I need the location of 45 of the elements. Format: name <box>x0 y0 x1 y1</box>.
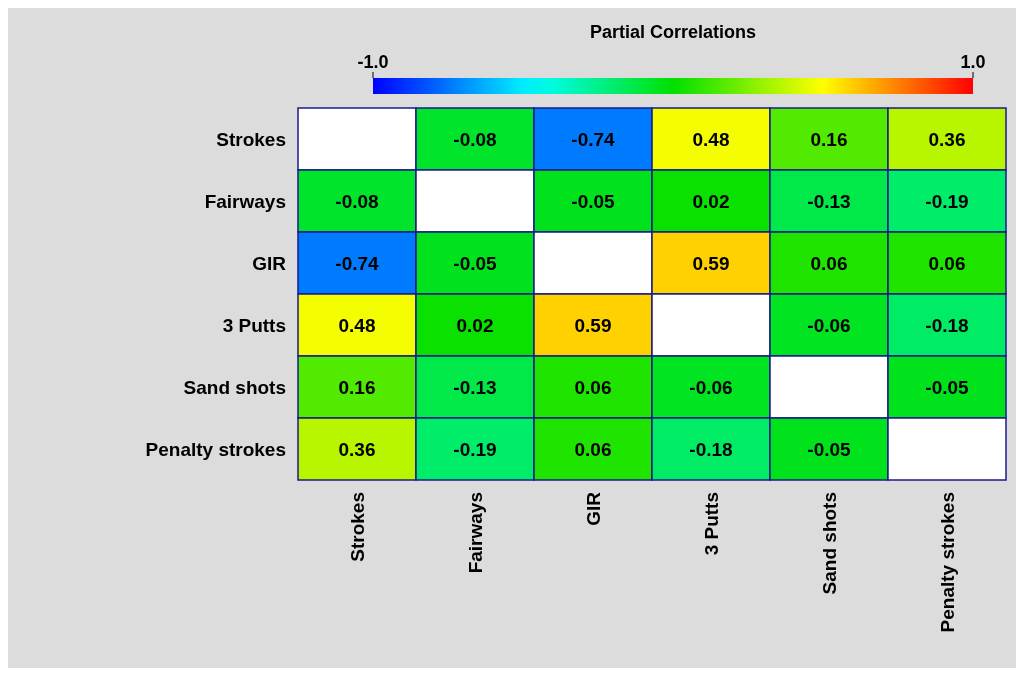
data-label: -0.05 <box>453 253 498 274</box>
y-tick-label: GIR <box>252 253 287 274</box>
data-label: -0.05 <box>807 439 852 460</box>
y-tick-label: 3 Putts <box>222 315 286 336</box>
data-label: 0.48 <box>338 315 376 336</box>
color-bar-label: 1.0 <box>960 52 986 72</box>
data-label: -0.05 <box>571 191 616 212</box>
data-label: -0.06 <box>807 315 851 336</box>
data-label: 0.02 <box>456 315 494 336</box>
data-label: 0.02 <box>692 191 730 212</box>
data-label: -0.18 <box>689 439 733 460</box>
data-label: -0.06 <box>689 377 733 398</box>
data-label: 0.06 <box>574 439 612 460</box>
data-label: 0.16 <box>338 377 376 398</box>
x-tick-label: GIR <box>583 491 604 526</box>
data-label: -0.08 <box>335 191 379 212</box>
data-label: 0.16 <box>810 129 848 150</box>
x-tick-label: Strokes <box>347 492 368 562</box>
data-label: 0.59 <box>692 253 730 274</box>
data-label: 0.06 <box>810 253 848 274</box>
data-label: -0.19 <box>453 439 497 460</box>
data-label: 0.06 <box>928 253 966 274</box>
y-tick-label: Strokes <box>216 129 286 150</box>
data-label: 0.59 <box>574 315 612 336</box>
x-tick-label: Fairways <box>465 492 486 574</box>
y-tick-label: Fairways <box>204 191 286 212</box>
data-label: 0.48 <box>692 129 730 150</box>
data-label: -0.05 <box>925 377 970 398</box>
data-label: -0.13 <box>807 191 851 212</box>
chart-title: Partial Correlations <box>589 22 757 42</box>
data-label: 0.36 <box>338 439 376 460</box>
data-label: -0.74 <box>335 253 380 274</box>
color-bar-label: -1.0 <box>357 52 389 72</box>
data-label: -0.19 <box>925 191 969 212</box>
y-tick-label: Penalty strokes <box>145 439 286 460</box>
data-label: 0.06 <box>574 377 612 398</box>
data-label: -0.74 <box>571 129 616 150</box>
data-label: 0.36 <box>928 129 966 150</box>
data-label: -0.18 <box>925 315 969 336</box>
data-label: -0.13 <box>453 377 497 398</box>
x-tick-label: 3 Putts <box>701 492 722 556</box>
y-tick-label: Sand shots <box>183 377 286 398</box>
x-tick-label: Sand shots <box>819 492 840 595</box>
data-label: -0.08 <box>453 129 497 150</box>
x-tick-label: Penalty strokes <box>937 492 958 633</box>
